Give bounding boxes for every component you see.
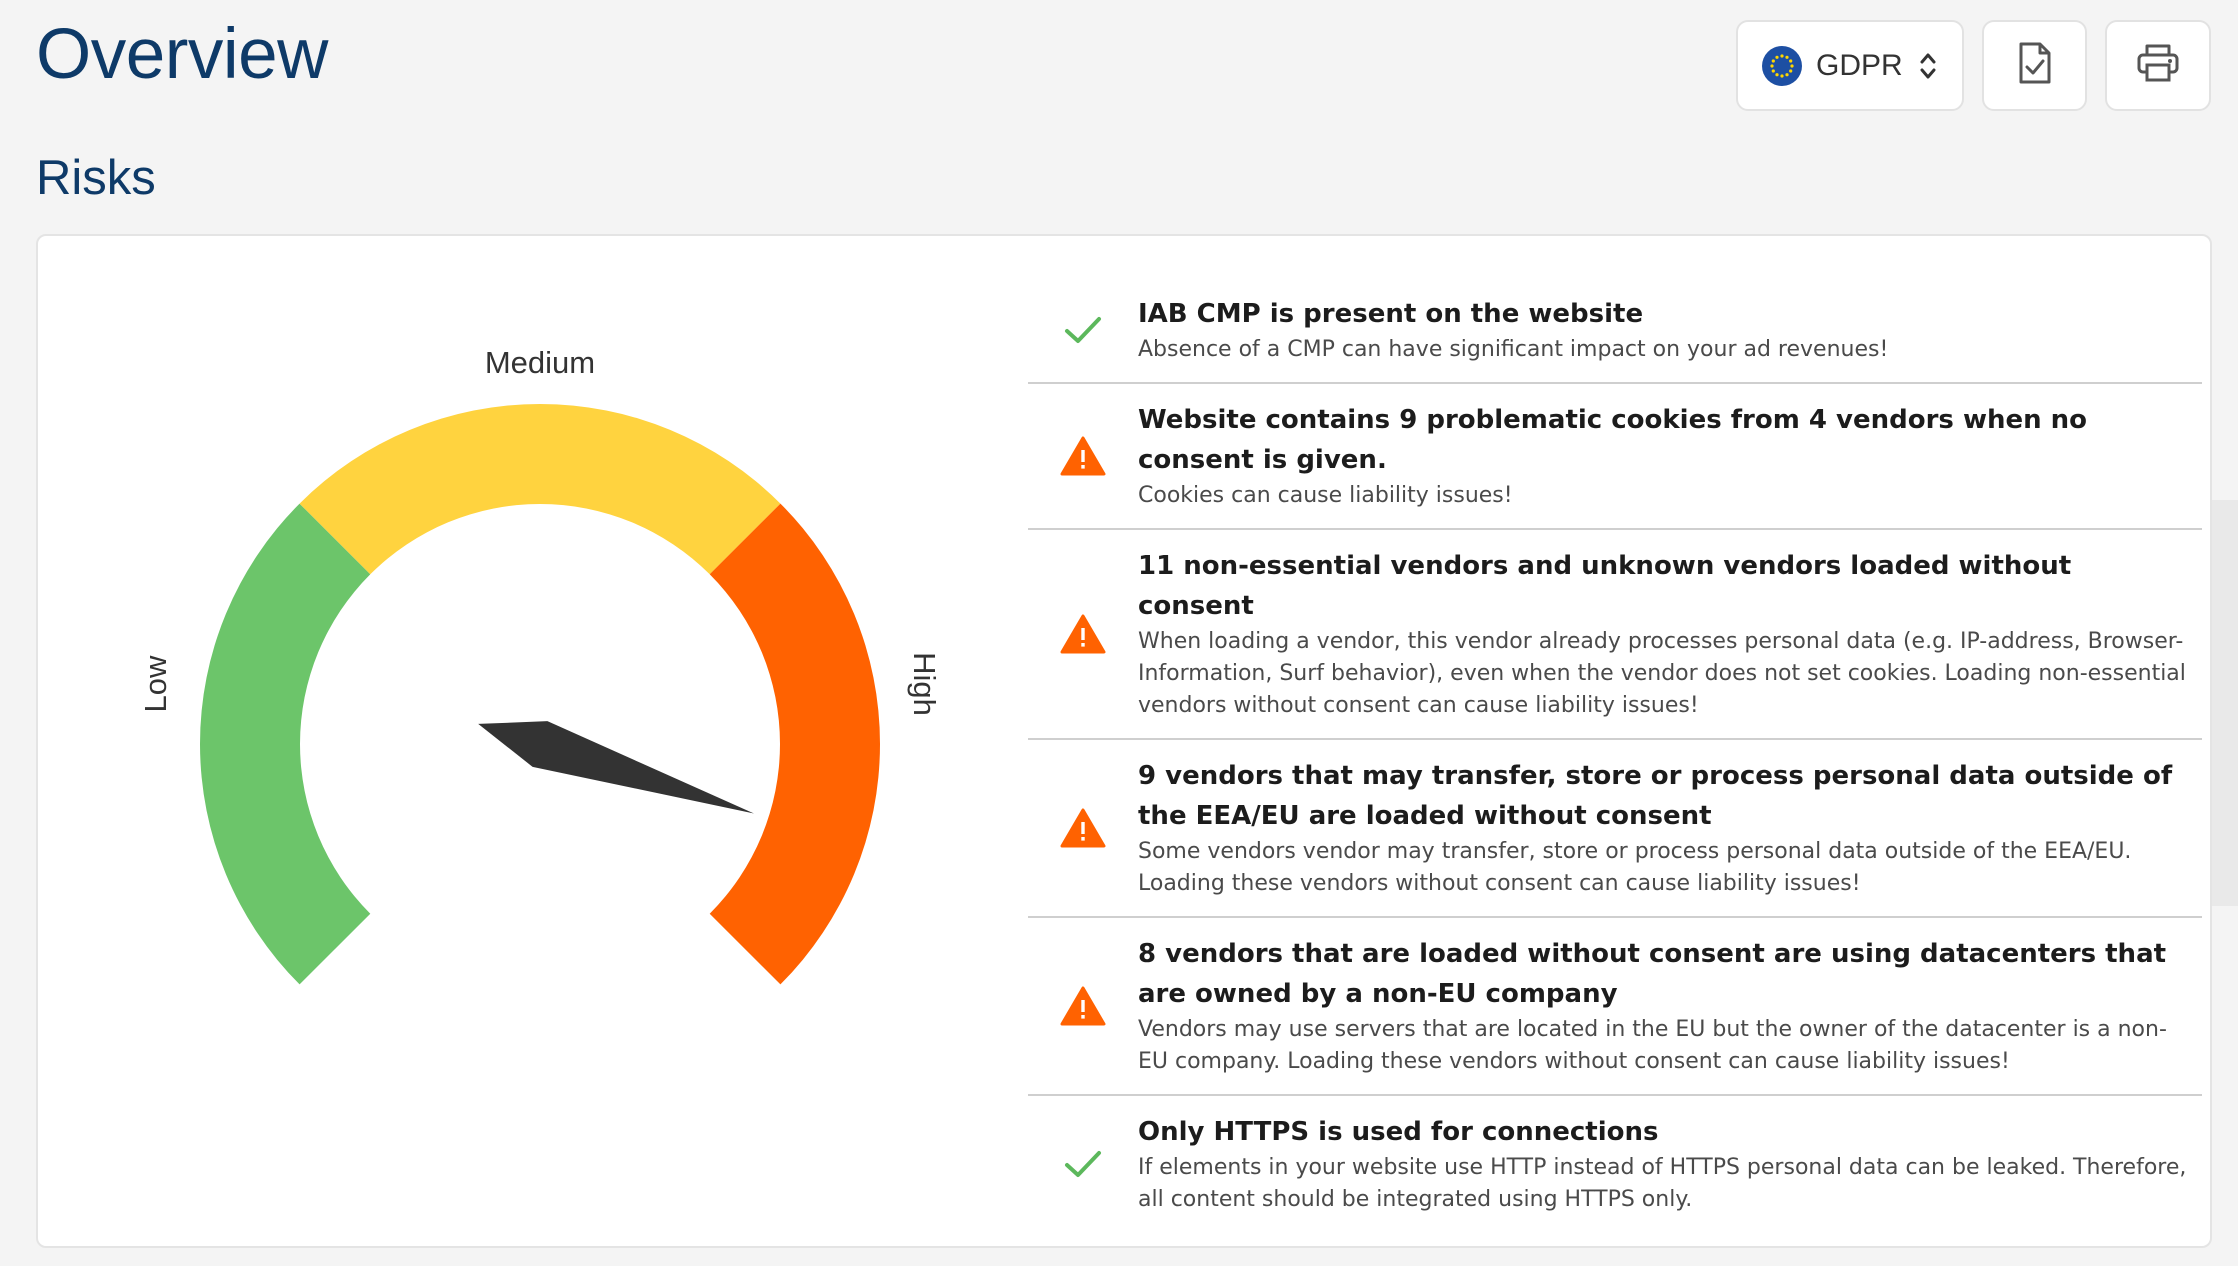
gauge-label-low: Low — [138, 655, 173, 712]
gauge-segment-medium — [299, 403, 781, 575]
risk-description: Vendors may use servers that are located… — [1138, 1017, 2167, 1074]
warning-triangle-icon — [1028, 808, 1138, 848]
risk-description: Some vendors vendor may transfer, store … — [1138, 839, 2132, 896]
risk-description: If elements in your website use HTTP ins… — [1138, 1155, 2187, 1212]
gauge-label-high: High — [907, 652, 938, 716]
risk-title: 8 vendors that are loaded without consen… — [1138, 939, 2167, 1009]
risk-description: When loading a vendor, this vendor alrea… — [1138, 629, 2186, 718]
warning-triangle-icon — [1028, 986, 1138, 1026]
checkmark-icon — [1028, 1148, 1138, 1180]
gauge-needle — [478, 721, 754, 814]
risks-card: Medium Low High IAB CMP is present on th… — [36, 234, 2212, 1248]
risk-title: Only HTTPS is used for connections — [1138, 1117, 1659, 1147]
risk-gauge: Medium Low High — [138, 345, 938, 985]
risk-description: Absence of a CMP can have significant im… — [1138, 337, 1889, 362]
print-button[interactable] — [2105, 20, 2211, 111]
risk-title: 11 non-essential vendors and unknown ven… — [1138, 551, 2072, 621]
warning-triangle-icon — [1028, 436, 1138, 476]
risk-item: 11 non-essential vendors and unknown ven… — [1028, 530, 2202, 740]
risk-list: IAB CMP is present on the website Absenc… — [1028, 294, 2202, 1232]
risk-item: IAB CMP is present on the website Absenc… — [1028, 294, 2202, 384]
gauge-label-medium: Medium — [485, 345, 595, 380]
risk-description: Cookies can cause liability issues! — [1138, 483, 1513, 508]
scrollbar-thumb[interactable] — [2212, 500, 2238, 906]
risk-item: Website contains 9 problematic cookies f… — [1028, 384, 2202, 530]
gauge-segment-low — [199, 503, 371, 985]
risk-title: Website contains 9 problematic cookies f… — [1138, 405, 2088, 475]
checkmark-icon — [1028, 314, 1138, 346]
document-check-icon — [2016, 41, 2054, 90]
warning-triangle-icon — [1028, 614, 1138, 654]
eu-flag-icon — [1762, 45, 1802, 86]
gauge-segment-high — [709, 503, 881, 985]
risk-item: Only HTTPS is used for connections If el… — [1028, 1096, 2202, 1232]
chevron-up-down-icon — [1918, 50, 1938, 82]
printer-icon — [2136, 43, 2180, 88]
risk-item: 8 vendors that are loaded without consen… — [1028, 918, 2202, 1096]
page-title: Overview — [36, 15, 328, 94]
regulation-select[interactable]: GDPR — [1736, 20, 1964, 111]
risk-item: 9 vendors that may transfer, store or pr… — [1028, 740, 2202, 918]
regulation-label: GDPR — [1816, 48, 1903, 82]
risk-title: IAB CMP is present on the website — [1138, 299, 1644, 329]
section-title: Risks — [36, 151, 156, 205]
report-button[interactable] — [1982, 20, 2087, 111]
risk-title: 9 vendors that may transfer, store or pr… — [1138, 761, 2173, 831]
